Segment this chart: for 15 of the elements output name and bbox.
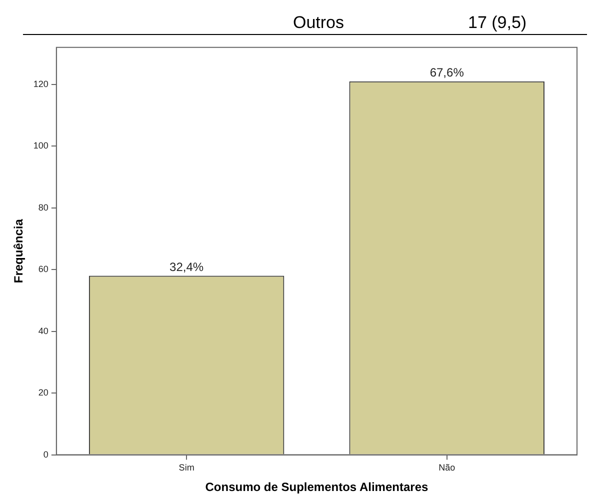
y-tick-label: 80 <box>38 202 48 212</box>
y-tick-label: 60 <box>38 264 48 274</box>
y-tick-label: 100 <box>33 140 48 151</box>
text: 17 (9,5) <box>468 13 527 33</box>
text: Outros <box>293 13 344 33</box>
x-axis-title: Consumo de Suplementos Alimentares <box>205 480 428 494</box>
y-tick-label: 0 <box>43 449 48 460</box>
annotation: 67,6% <box>430 66 464 80</box>
y-tick-label: 20 <box>38 388 48 398</box>
annotation: 32,4% <box>170 260 204 274</box>
y-tick-label: 40 <box>38 326 48 336</box>
x-tick-label: Sim <box>178 462 194 473</box>
x-tick-label: Não <box>438 462 456 473</box>
y-axis-title: Frequência <box>12 218 26 284</box>
y-tick-label: 120 <box>33 78 48 89</box>
